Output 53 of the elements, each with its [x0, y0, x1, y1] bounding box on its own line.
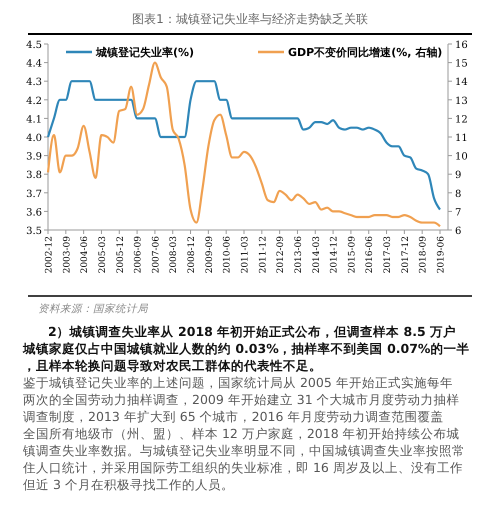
x-tick-label: 2005-03 [98, 236, 108, 274]
text: 鉴于城镇登记失业率的上述问题，国家统计局从 2005 年开始正式实施每年两次的全国劳动力抽样调查，2009 年开始建立 31 个大城市月度劳动力抽样调查制度，2013 年扩大到 65 个城市，2016 年月度劳动力调查范围覆盖全国所有地级市（州、盟）、样本 12 万户家庭，2018 年初开始持续公布城镇调查失业率数据。与城镇登记失业率明显不同，中国城镇调查失业率按照常住人口统计，并采用国际劳工组织的失业标准，即 16 周岁及以上、没有工作但近 3 个月在积极寻找工作的人员。 [22, 375, 465, 492]
y-tick-label: 3.5 [26, 226, 42, 237]
x-tick-label: 2016-06 [365, 236, 376, 274]
x-tick-label: 2011-12 [258, 236, 268, 274]
x-tick-label: 2019-06 [436, 236, 446, 274]
text: 资料来源：国家统计局 [38, 303, 149, 315]
x-tick-label: 2013-06 [294, 236, 304, 274]
x-tick-label: 2003-09 [62, 236, 72, 274]
y2-tick-label: 14 [455, 77, 468, 88]
y2-tick-label: 12 [455, 114, 468, 126]
y2-tick-label: 15 [455, 58, 468, 70]
legend-label: 城镇登记失业率(%) [95, 46, 194, 59]
x-tick-label: 2005-12 [116, 236, 126, 274]
y2-tick-label: 9 [455, 170, 462, 182]
y2-tick-label: 6 [455, 226, 462, 237]
line-series [46, 62, 442, 228]
y-tick-label: 4.0 [26, 133, 42, 144]
line-series [46, 80, 442, 211]
y-tick-label: 3.7 [26, 188, 42, 200]
legend-label: GDP不变价同比增速(%, 右轴) [288, 46, 442, 59]
x-tick-label: 2004-06 [80, 236, 90, 274]
x-tick-label: 2015-09 [347, 236, 358, 274]
y-tick-label: 4.1 [26, 114, 42, 126]
y2-tick-label: 11 [455, 133, 468, 144]
text: 2）城镇调查失业率从 2018 年初开始正式公布，但调查样本 8.5 万户城镇家庭仅占中国城镇就业人数的约 0.03%，抽样率不到美国 0.07%的一半，且样本轮换问题导致对农民工群体的代表性不足。 [22, 324, 470, 373]
x-tick-label: 2017-12 [400, 236, 411, 274]
x-tick-label: 2010-06 [222, 236, 233, 274]
y2-tick-label: 10 [455, 152, 468, 163]
y-tick-label: 3.8 [26, 170, 42, 182]
x-tick-label: 2017-03 [383, 236, 394, 274]
y-tick-label: 4.4 [26, 58, 42, 70]
x-tick-label: 2014-12 [330, 236, 340, 274]
x-tick-label: 2012-09 [276, 236, 286, 274]
y2-tick-label: 16 [455, 40, 468, 51]
x-tick-label: 2006-09 [134, 236, 144, 274]
x-tick-label: 2009-09 [204, 236, 215, 274]
y-tick-label: 4.5 [26, 40, 42, 51]
x-tick-label: 2018-09 [418, 236, 429, 274]
x-tick-label: 2008-03 [169, 236, 180, 274]
x-tick-label: 2011-03 [240, 236, 250, 274]
y-tick-label: 4.3 [26, 77, 42, 88]
y-tick-label: 3.6 [26, 207, 42, 218]
y-tick-label: 3.9 [26, 152, 42, 163]
chart-title: 图表1：城镇登记失业率与经济走势缺乏关联 [132, 12, 368, 26]
y-tick-label: 4.2 [26, 96, 42, 107]
y2-tick-label: 8 [455, 188, 462, 200]
x-tick-label: 2002-12 [44, 236, 54, 274]
x-tick-label: 2014-03 [312, 236, 322, 274]
y2-tick-label: 13 [455, 96, 468, 107]
x-tick-label: 2007-06 [151, 236, 162, 274]
x-tick-label: 2008-12 [187, 236, 198, 274]
y2-tick-label: 7 [455, 207, 462, 218]
